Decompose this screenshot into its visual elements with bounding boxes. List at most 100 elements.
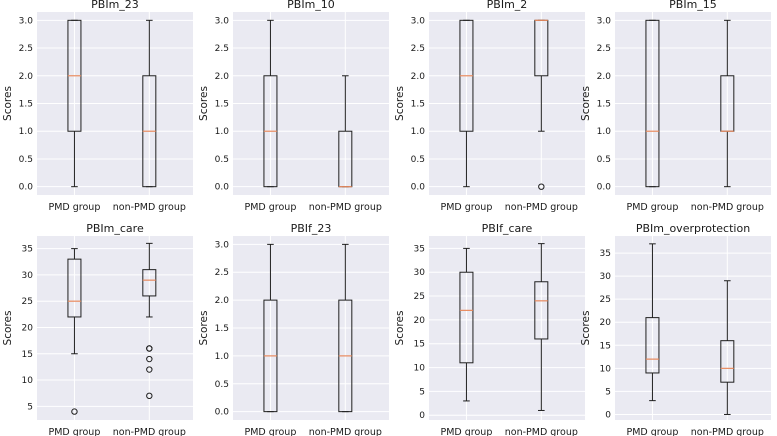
y-tick-label: 2.0 <box>215 72 230 82</box>
y-axis-label: Scores <box>394 86 406 121</box>
box-non-PMD group <box>534 19 549 190</box>
x-tick-label: non-PMD group <box>505 427 578 436</box>
subplot-PBIm_23: 0.0 0.5 1.0 1.5 2.0 2.5 3.0 PBIm_23 Scores PMD gr… <box>2 0 193 213</box>
subplot-title: PBIf_care <box>482 222 533 235</box>
y-tick-label: 0 <box>419 411 425 421</box>
y-tick-label: 2.5 <box>597 44 611 54</box>
y-tick-label: 2.0 <box>597 72 612 82</box>
outlier-point <box>538 183 545 190</box>
y-tick-label: 35 <box>414 244 425 254</box>
y-tick-label: 35 <box>600 249 611 259</box>
y-tick-label: 0.0 <box>19 183 34 193</box>
y-axis-label: Scores <box>198 86 210 121</box>
outlier-point <box>146 392 153 400</box>
y-axis-label: Scores <box>580 311 592 346</box>
outlier-point <box>146 355 153 363</box>
outlier-point <box>146 366 153 373</box>
y-tick-label: 0.0 <box>215 408 230 418</box>
y-tick-label: 3.0 <box>411 16 426 26</box>
y-tick-label: 1.0 <box>215 127 230 137</box>
subplot-PBIf_care: 0 5 10 15 20 25 30 35 PBIf_care Scores PMD group no… <box>394 222 585 436</box>
y-tick-label: 1.5 <box>411 100 425 110</box>
box-PMD group <box>263 19 278 188</box>
box-PMD group <box>459 247 474 402</box>
x-tick-label: PMD group <box>627 427 679 436</box>
iqr-box <box>534 281 549 340</box>
y-axis-label: Scores <box>2 311 14 346</box>
y-tick-label: 1.5 <box>215 100 229 110</box>
box-PMD group <box>645 19 660 188</box>
box-non-PMD group <box>720 280 735 415</box>
y-tick-label: 1.5 <box>19 100 33 110</box>
x-tick-label: non-PMD group <box>113 202 186 213</box>
y-tick-label: 25 <box>22 297 33 307</box>
x-tick-label: PMD group <box>49 427 101 436</box>
y-tick-label: 0.5 <box>597 155 611 165</box>
box-PMD group <box>67 19 82 188</box>
y-tick-label: 0.5 <box>215 155 229 165</box>
x-tick-label: PMD group <box>245 427 297 436</box>
y-tick-label: 2.5 <box>19 44 33 54</box>
y-tick-label: 1.0 <box>597 127 612 137</box>
y-tick-label: 0 <box>605 410 611 420</box>
y-tick-label: 20 <box>22 323 34 333</box>
x-tick-label: PMD group <box>245 202 297 213</box>
y-tick-label: 3.0 <box>19 16 34 26</box>
y-tick-label: 30 <box>414 268 426 278</box>
subplot-PBIm_15: 0.0 0.5 1.0 1.5 2.0 2.5 3.0 PBIm_15 Scores PMD gr… <box>580 0 771 213</box>
x-tick-label: non-PMD group <box>691 202 764 213</box>
y-tick-label: 1.0 <box>215 352 230 362</box>
y-tick-label: 5 <box>605 387 611 397</box>
iqr-box <box>459 271 474 364</box>
y-tick-label: 5 <box>27 402 33 412</box>
iqr-box <box>645 19 660 188</box>
box-non-PMD group <box>142 19 157 188</box>
box-PMD group <box>67 248 82 415</box>
box-non-PMD group <box>338 243 353 413</box>
box-PMD group <box>645 243 660 402</box>
y-tick-label: 30 <box>22 271 34 281</box>
y-tick-label: 10 <box>22 376 34 386</box>
subplot-PBIm_care: 5 10 15 20 25 30 35 PBIm_care Scores PMD group non… <box>2 222 193 436</box>
subplot-title: PBIf_23 <box>291 222 332 235</box>
box-non-PMD group <box>338 75 353 188</box>
subplot-PBIf_23: 0.0 0.5 1.0 1.5 2.0 2.5 3.0 PBIf_23 Scores PMD gr… <box>198 222 389 436</box>
x-tick-label: non-PMD group <box>309 202 382 213</box>
subplot-title: PBIm_15 <box>669 0 717 11</box>
y-tick-label: 20 <box>414 316 426 326</box>
y-axis-label: Scores <box>198 311 210 346</box>
y-tick-label: 25 <box>414 292 425 302</box>
x-tick-label: non-PMD group <box>505 202 578 213</box>
y-tick-label: 3.0 <box>215 240 230 250</box>
box-PMD group <box>263 243 278 413</box>
y-tick-label: 15 <box>414 340 425 350</box>
subplot-title: PBIm_care <box>86 222 144 235</box>
y-tick-label: 5 <box>419 387 425 397</box>
subplot-PBIm_2: 0.0 0.5 1.0 1.5 2.0 2.5 3.0 PBIm_2 Scores PMD gro… <box>394 0 585 213</box>
x-tick-label: PMD group <box>441 427 493 436</box>
iqr-box <box>645 317 660 374</box>
outlier-point <box>71 408 78 415</box>
plot-area <box>429 236 585 420</box>
y-tick-label: 0.5 <box>411 155 425 165</box>
x-tick-label: PMD group <box>441 202 493 213</box>
subplot-title: PBIm_23 <box>91 0 139 11</box>
y-tick-label: 0.0 <box>597 183 612 193</box>
y-tick-label: 1.5 <box>215 324 229 334</box>
y-tick-label: 35 <box>22 245 33 255</box>
x-tick-label: non-PMD group <box>691 427 764 436</box>
x-tick-label: non-PMD group <box>309 427 382 436</box>
y-tick-label: 2.5 <box>215 44 229 54</box>
y-tick-label: 0.5 <box>19 155 33 165</box>
y-tick-label: 30 <box>600 272 612 282</box>
iqr-box <box>67 258 82 318</box>
y-tick-label: 25 <box>600 295 611 305</box>
plot-area <box>37 236 193 420</box>
y-tick-label: 3.0 <box>215 16 230 26</box>
y-tick-label: 3.0 <box>597 16 612 26</box>
y-tick-label: 2.5 <box>411 44 425 54</box>
outlier-point <box>146 345 153 352</box>
y-axis-label: Scores <box>580 86 592 121</box>
y-tick-label: 1.0 <box>19 127 34 137</box>
